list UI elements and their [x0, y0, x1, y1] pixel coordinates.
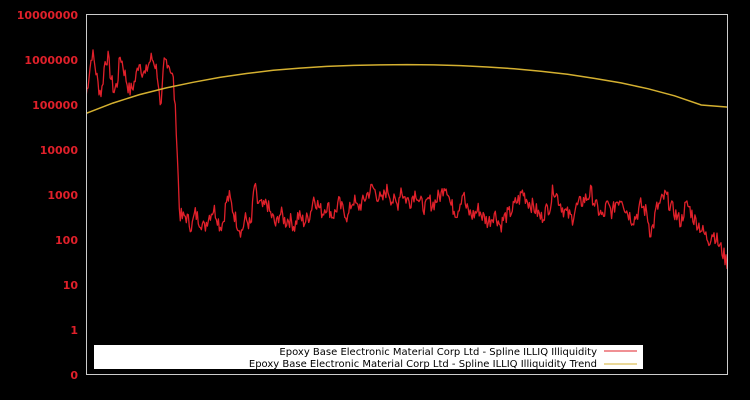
- legend-box: [94, 345, 643, 369]
- legend-label-trend: Epoxy Base Electronic Material Corp Ltd …: [249, 359, 597, 370]
- legend-label-series: Epoxy Base Electronic Material Corp Ltd …: [279, 347, 597, 358]
- y-tick-label: 100000: [32, 99, 78, 112]
- illiquidity-series-line: [86, 49, 728, 270]
- y-tick-label: 10000: [40, 144, 79, 157]
- legend: Epoxy Base Electronic Material Corp Ltd …: [94, 345, 643, 370]
- y-tick-label: 1000000: [24, 54, 78, 67]
- y-tick-label: 1: [70, 324, 78, 337]
- y-tick-label: 1000: [47, 189, 78, 202]
- y-tick-label: 10: [63, 279, 79, 292]
- y-tick-label: 10000000: [17, 9, 79, 22]
- y-tick-label: 0: [70, 369, 78, 382]
- plot-area-border: [86, 14, 728, 375]
- y-tick-label: 100: [55, 234, 78, 247]
- illiquidity-trend-line: [86, 63, 728, 115]
